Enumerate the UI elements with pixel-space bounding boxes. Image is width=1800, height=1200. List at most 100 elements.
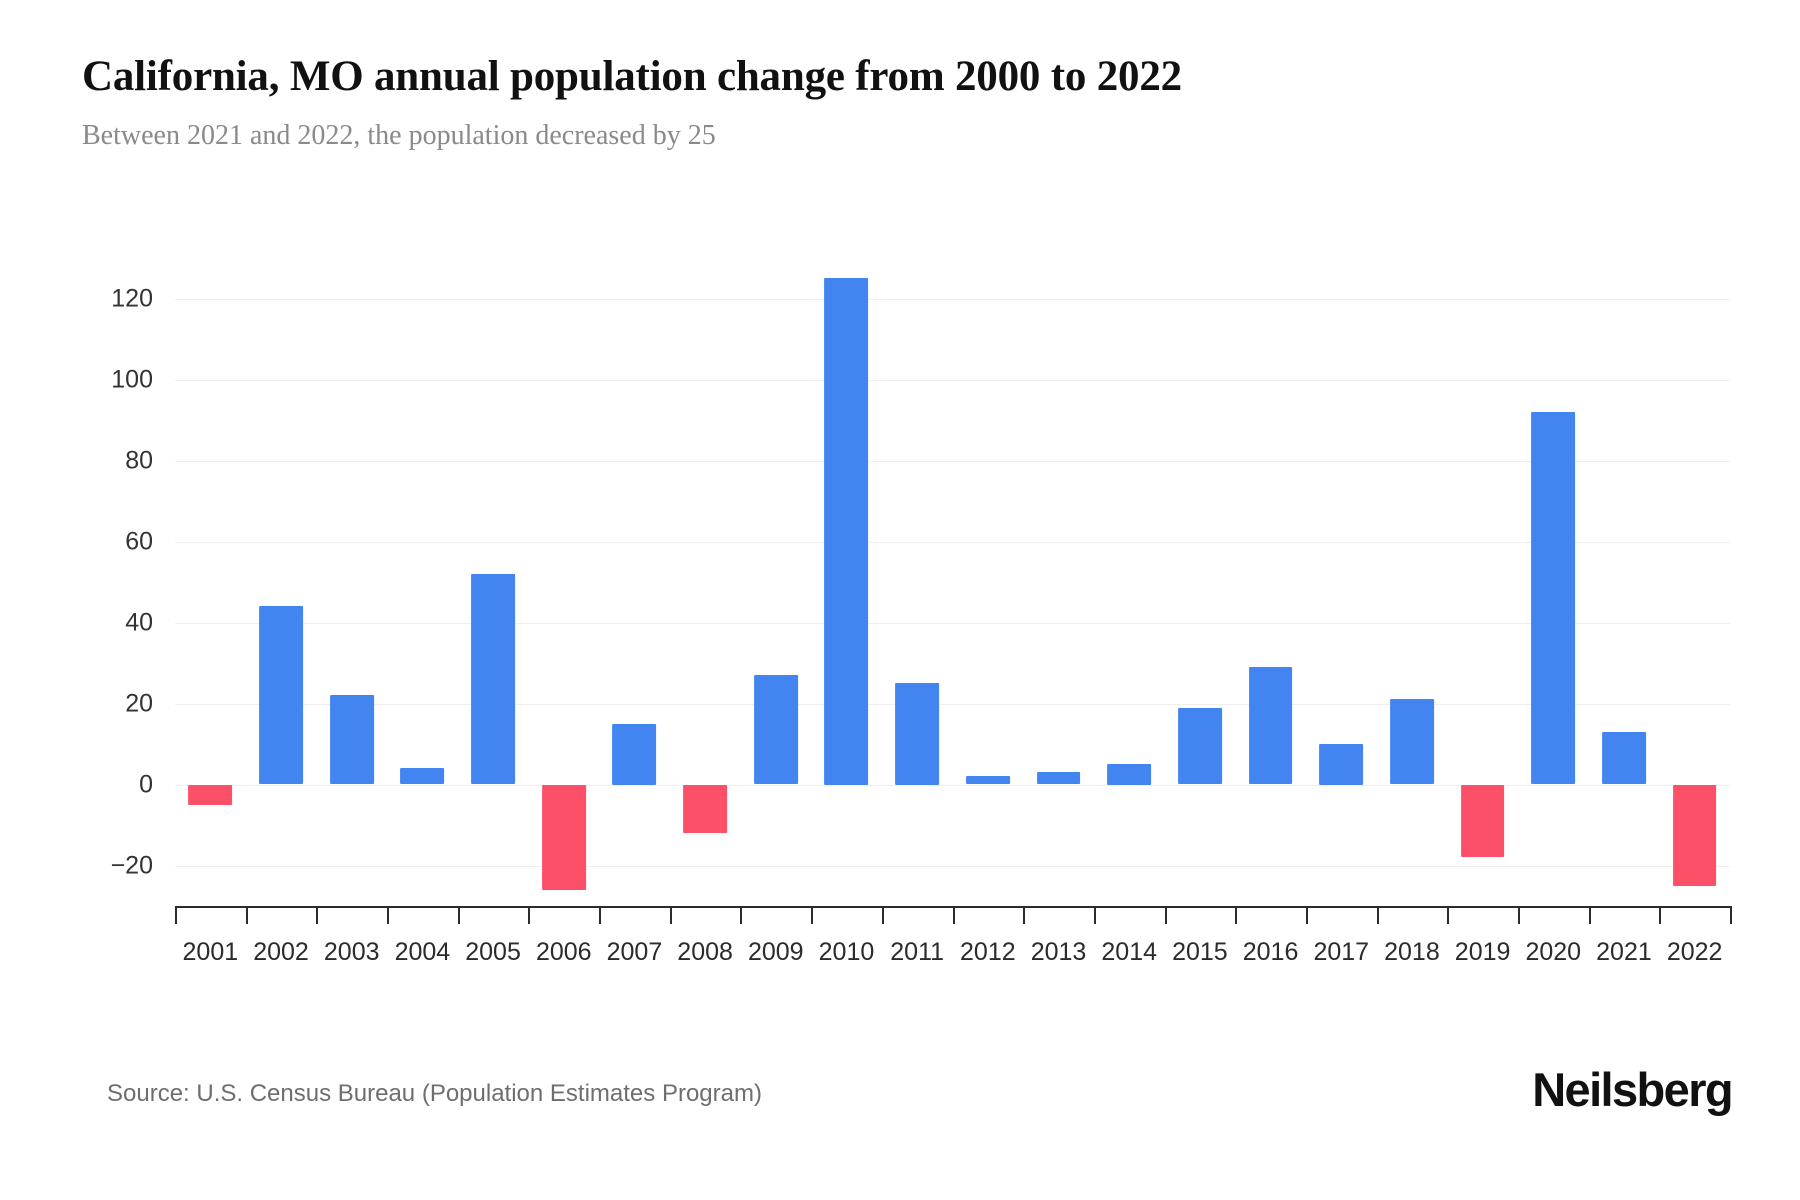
bar-2022[interactable] (1672, 784, 1717, 886)
bar-slot (175, 258, 246, 906)
bar-2006[interactable] (541, 784, 586, 890)
bar-slot (1518, 258, 1589, 906)
x-axis-label-2005: 2005 (465, 938, 521, 966)
y-axis-tick-label: 100 (111, 365, 153, 393)
x-axis-tick (1235, 906, 1238, 924)
x-axis-tick (1588, 906, 1591, 924)
x-axis-label-2013: 2013 (1030, 938, 1087, 966)
gridline--20 (175, 865, 1730, 867)
y-axis-tick-label: 20 (125, 689, 153, 717)
x-axis-label-2002: 2002 (253, 938, 309, 966)
x-axis-label-2016: 2016 (1242, 938, 1299, 966)
x-axis-tick (1093, 906, 1096, 924)
bar-2019[interactable] (1460, 784, 1505, 858)
source-note: Source: U.S. Census Bureau (Population E… (107, 1080, 762, 1107)
x-axis-tick (245, 906, 248, 924)
page-title: California, MO annual population change … (82, 53, 1182, 100)
bar-slot (1165, 258, 1236, 906)
gridline-60 (175, 541, 1730, 543)
gridline-120 (175, 298, 1730, 300)
bar-2016[interactable] (1248, 667, 1293, 785)
x-axis-label-2022: 2022 (1666, 938, 1723, 966)
bar-2018[interactable] (1390, 699, 1434, 785)
x-axis-tick (175, 906, 177, 924)
bar-2011[interactable] (895, 683, 940, 785)
x-axis-tick (1447, 906, 1450, 924)
x-axis-label-2009: 2009 (747, 938, 804, 966)
bar-slot (1659, 258, 1730, 906)
bar-2021[interactable] (1602, 731, 1646, 785)
bar-slot (670, 258, 741, 906)
bar-slot (740, 258, 811, 906)
x-axis-label-2015: 2015 (1172, 938, 1228, 966)
brand-logo: Neilsberg (1532, 1063, 1733, 1116)
bar-slot (387, 258, 458, 906)
bar-slot (953, 258, 1024, 906)
bar-slot (1235, 258, 1306, 906)
bar-2005[interactable] (471, 573, 515, 785)
bar-2002[interactable] (259, 606, 303, 785)
bar-2013[interactable] (1036, 772, 1081, 785)
bar-2012[interactable] (965, 776, 1010, 785)
x-axis-tick (1376, 906, 1379, 924)
bar-slot (528, 258, 599, 906)
x-axis-label-2012: 2012 (960, 938, 1016, 966)
bar-2008[interactable] (683, 784, 727, 834)
gridline-80 (175, 460, 1730, 462)
gridline-100 (175, 379, 1730, 381)
x-axis-label-2017: 2017 (1313, 938, 1370, 966)
x-axis-tick (1164, 906, 1167, 924)
y-axis-tick-label: −20 (110, 851, 153, 879)
x-axis-tick (1659, 906, 1662, 924)
x-axis-tick (881, 906, 884, 924)
bar-2020[interactable] (1531, 411, 1576, 785)
x-axis-label-2021: 2021 (1596, 938, 1652, 966)
x-axis-label-2004: 2004 (394, 938, 451, 966)
x-axis-tick (599, 906, 602, 924)
y-axis-tick-label: 40 (125, 608, 153, 636)
gridline-20 (175, 703, 1730, 705)
x-axis-label-2020: 2020 (1525, 938, 1582, 966)
x-axis-tick (457, 906, 460, 924)
x-axis-label-2008: 2008 (677, 938, 733, 966)
bar-2014[interactable] (1107, 764, 1152, 785)
bar-2015[interactable] (1177, 707, 1222, 785)
bar-2010[interactable] (824, 278, 869, 785)
bar-slot (1094, 258, 1165, 906)
x-axis-label-2014: 2014 (1101, 938, 1158, 966)
x-axis-tick (1305, 906, 1308, 924)
x-axis-tick (811, 906, 814, 924)
x-axis-tick (387, 906, 390, 924)
bar-2004[interactable] (400, 768, 445, 785)
bar-2007[interactable] (612, 723, 657, 785)
x-axis-label-2007: 2007 (606, 938, 663, 966)
bar-2001[interactable] (188, 784, 233, 805)
bar-slot (1306, 258, 1377, 906)
x-axis-label-2018: 2018 (1384, 938, 1440, 966)
bar-slot (316, 258, 387, 906)
y-axis-tick-label: 80 (125, 446, 153, 474)
chart-header: California, MO annual population change … (82, 52, 1740, 153)
y-axis-tick-label: 60 (125, 527, 153, 555)
bar-slot (1447, 258, 1518, 906)
x-axis-tick (1023, 906, 1026, 924)
x-axis-tick (528, 906, 531, 924)
bar-2009[interactable] (753, 675, 798, 785)
x-axis-label-2019: 2019 (1454, 938, 1511, 966)
y-axis-tick-label: 0 (139, 770, 153, 798)
x-axis-tick (669, 906, 672, 924)
x-axis-tick (740, 906, 743, 924)
x-axis-label-2011: 2011 (890, 938, 945, 966)
x-axis-label-2006: 2006 (535, 938, 592, 966)
bar-2003[interactable] (329, 695, 374, 785)
plot-canvas: −20 0 20 40 60 80 100 120 (111, 258, 1730, 906)
bar-slot (1377, 258, 1448, 906)
bar-slot (599, 258, 670, 906)
bar-slot (882, 258, 953, 906)
bar-slot (811, 258, 882, 906)
gridline-0 (175, 784, 1730, 786)
bar-2017[interactable] (1319, 744, 1364, 785)
x-axis-tick (1730, 906, 1732, 924)
